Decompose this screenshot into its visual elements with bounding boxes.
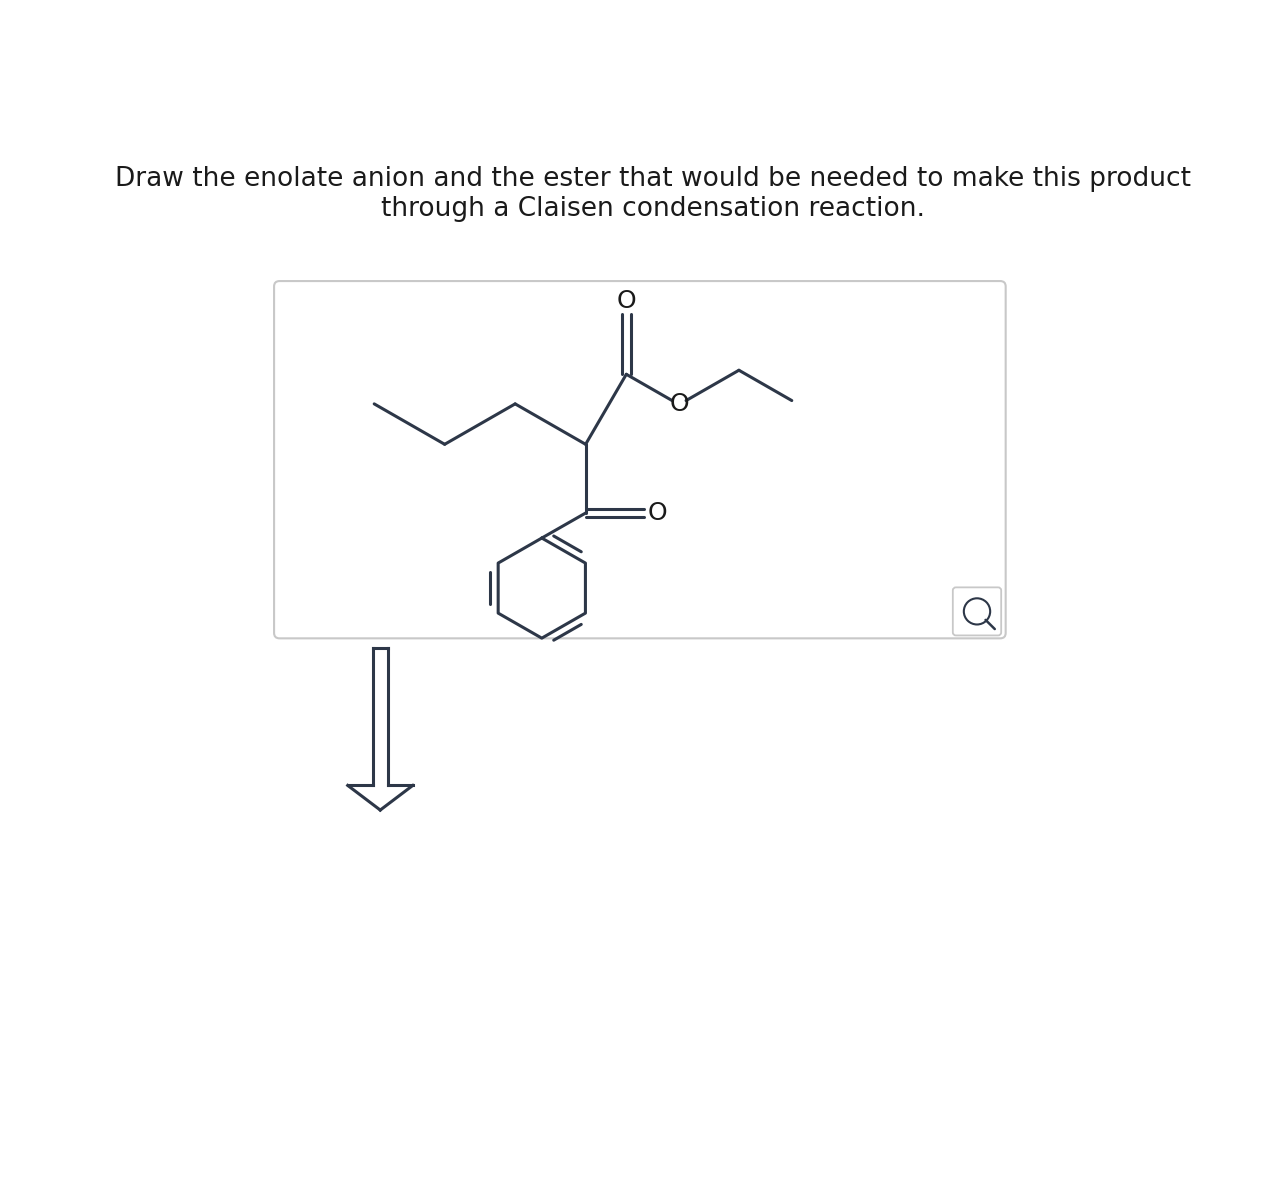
Text: O: O	[671, 391, 690, 415]
FancyBboxPatch shape	[274, 281, 1006, 638]
FancyBboxPatch shape	[952, 587, 1001, 636]
Text: Draw the enolate anion and the ester that would be needed to make this product: Draw the enolate anion and the ester tha…	[116, 166, 1191, 192]
Text: through a Claisen condensation reaction.: through a Claisen condensation reaction.	[381, 197, 926, 222]
Text: O: O	[617, 288, 636, 312]
Text: O: O	[648, 502, 667, 526]
